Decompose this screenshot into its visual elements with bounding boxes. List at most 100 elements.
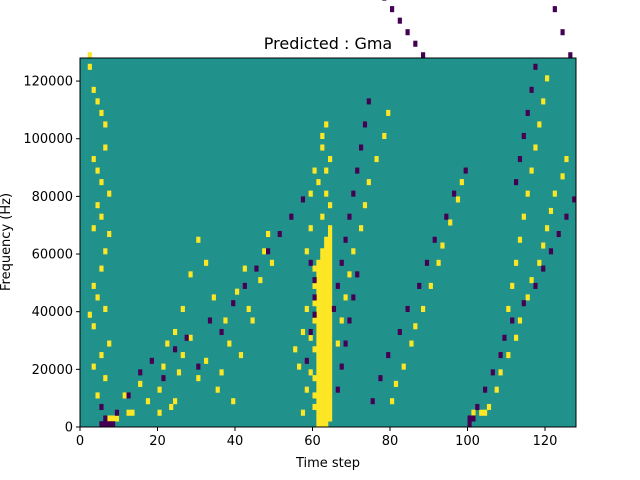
heatmap-cell-low — [386, 352, 391, 359]
heatmap-cell-high — [107, 230, 112, 238]
heatmap-cell-high — [324, 190, 329, 197]
heatmap-cell-high — [510, 282, 515, 289]
heatmap-cell-low — [111, 421, 116, 428]
heatmap-cell-high — [95, 167, 100, 174]
heatmap-cell-low — [308, 259, 313, 266]
heatmap-cell-high — [328, 380, 333, 387]
heatmap-cell-high — [514, 334, 519, 341]
x-tick-label: 0 — [76, 434, 84, 449]
heatmap-cell-high — [320, 132, 325, 140]
heatmap-cell-low — [463, 167, 468, 174]
heatmap-cell-high — [328, 248, 333, 255]
heatmap-cell-low — [161, 375, 166, 382]
heatmap-cell-high — [328, 369, 333, 376]
heatmap-cell-low — [432, 236, 437, 243]
heatmap-cell-high — [304, 248, 309, 255]
heatmap-cell-high — [122, 392, 127, 399]
heatmap-cell-high — [328, 352, 333, 359]
heatmap-cell-high — [320, 369, 325, 376]
heatmap-cell-low — [370, 398, 375, 405]
x-tick-label: 20 — [149, 434, 166, 449]
heatmap-cell-high — [324, 271, 329, 278]
heatmap-cell-high — [328, 300, 333, 307]
heatmap-cell-high — [328, 230, 333, 238]
heatmap-cell-high — [312, 317, 317, 324]
heatmap-cell-high — [169, 403, 174, 411]
heatmap-cell-high — [316, 392, 321, 399]
heatmap-cell-high — [95, 98, 100, 105]
heatmap-cell-low — [521, 300, 526, 307]
heatmap-cell-high — [506, 352, 511, 359]
heatmap-cell-high — [328, 311, 333, 318]
heatmap-cell-high — [297, 363, 302, 370]
heatmap-cell-high — [324, 265, 329, 272]
heatmap-cell-high — [316, 357, 321, 364]
heatmap-cell-high — [161, 363, 166, 370]
heatmap-cell-low — [397, 17, 402, 24]
heatmap-cell-high — [328, 156, 333, 163]
heatmap-cell-high — [328, 259, 333, 266]
heatmap-cell-high — [320, 305, 325, 312]
heatmap-cell-low — [467, 415, 472, 422]
heatmap-cell-high — [560, 173, 565, 180]
heatmap-cell-low — [397, 328, 402, 336]
heatmap-cell-low — [231, 300, 236, 307]
heatmap-cell-high — [541, 98, 546, 105]
heatmap-cell-high — [324, 415, 329, 422]
heatmap-cell-high — [506, 305, 511, 312]
heatmap-cell-low — [541, 265, 546, 272]
heatmap-cell-low — [514, 179, 519, 186]
heatmap-cell-high — [537, 121, 542, 128]
heatmap-cell-high — [242, 265, 247, 272]
heatmap-cell-high — [428, 282, 433, 289]
heatmap-cell-high — [300, 328, 306, 336]
heatmap-cell-low — [219, 328, 224, 336]
heatmap-cell-high — [316, 300, 321, 307]
heatmap-cell-high — [324, 363, 329, 370]
heatmap-cell-high — [316, 415, 321, 422]
heatmap-cell-high — [324, 236, 329, 243]
heatmap-cell-high — [246, 305, 251, 312]
heatmap-cell-high — [312, 392, 317, 399]
heatmap-cell-high — [328, 265, 333, 272]
heatmap-cell-high — [529, 167, 534, 174]
heatmap-cell-high — [316, 265, 321, 272]
heatmap-cell-high — [359, 225, 364, 232]
heatmap-cell-high — [324, 259, 329, 266]
heatmap-cell-high — [320, 271, 325, 278]
heatmap-cell-high — [517, 236, 523, 243]
heatmap-cell-high — [320, 300, 325, 307]
heatmap-cell-high — [107, 190, 112, 197]
heatmap-cell-low — [424, 259, 430, 266]
heatmap-cell-low — [521, 132, 526, 140]
heatmap-cell-high — [316, 363, 321, 370]
x-tick-label: 60 — [304, 434, 321, 449]
heatmap-cell-high — [107, 340, 112, 347]
heatmap-cell-high — [324, 421, 329, 428]
heatmap-cell-high — [320, 415, 325, 422]
heatmap-cell-high — [486, 403, 492, 411]
heatmap-cell-high — [529, 277, 534, 284]
heatmap-cell-high — [328, 323, 333, 330]
heatmap-cell-high — [413, 323, 418, 330]
heatmap-cell-low — [114, 409, 120, 416]
heatmap-cell-high — [91, 323, 96, 330]
heatmap-cell-low — [207, 317, 213, 324]
heatmap-cell-high — [324, 409, 329, 416]
heatmap-cell-high — [114, 415, 120, 422]
heatmap-cell-high — [324, 334, 329, 341]
plot-frame — [79, 57, 577, 428]
heatmap-cell-high — [107, 415, 112, 422]
heatmap-cell-high — [320, 398, 325, 405]
heatmap-cell-high — [219, 369, 224, 376]
heatmap-cell-high — [308, 334, 313, 341]
heatmap-cell-high — [103, 305, 108, 312]
heatmap-cell-high — [328, 403, 333, 411]
heatmap-cell-high — [320, 254, 325, 261]
heatmap-cell-high — [266, 230, 271, 238]
heatmap-cell-high — [483, 409, 488, 416]
heatmap-cell-high — [316, 421, 321, 428]
heatmap-cell-high — [157, 386, 162, 393]
heatmap-cell-low — [277, 230, 282, 238]
heatmap-cell-low — [339, 363, 344, 370]
